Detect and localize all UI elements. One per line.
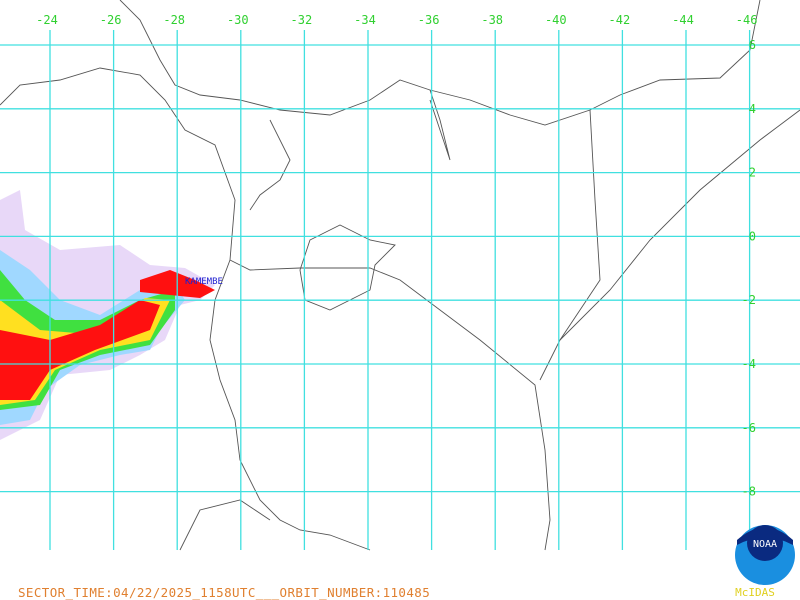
lon-label: -38 — [481, 13, 503, 27]
precipitation — [0, 190, 215, 440]
lon-label: -26 — [100, 13, 122, 27]
graticule — [0, 30, 800, 550]
lon-label: -36 — [418, 13, 440, 27]
lon-label: -42 — [609, 13, 631, 27]
logo-credit: McIDAS — [735, 586, 775, 599]
lat-label: 0 — [749, 229, 756, 243]
borders — [0, 0, 800, 551]
lat-label: 6 — [749, 38, 756, 52]
lat-label: 4 — [749, 102, 756, 116]
lat-label: -6 — [742, 421, 756, 435]
lat-label: -4 — [742, 357, 756, 371]
lon-label: -40 — [545, 13, 567, 27]
lat-label: -2 — [742, 293, 756, 307]
lon-label: -28 — [163, 13, 185, 27]
station-label: KAMEMBE — [185, 277, 223, 287]
noaa-logo: NOAA McIDAS — [735, 525, 795, 599]
lat-label: 2 — [749, 166, 756, 180]
lon-label: -30 — [227, 13, 249, 27]
lon-label: -32 — [291, 13, 313, 27]
lat-label: -8 — [742, 485, 756, 499]
lon-label: -34 — [354, 13, 376, 27]
lon-label: -44 — [672, 13, 694, 27]
lon-label: -24 — [36, 13, 58, 27]
lon-label: -46 — [736, 13, 758, 27]
logo-name: NOAA — [753, 539, 777, 550]
footer-text: SECTOR_TIME:04/22/2025_1158UTC___ORBIT_N… — [18, 585, 430, 600]
